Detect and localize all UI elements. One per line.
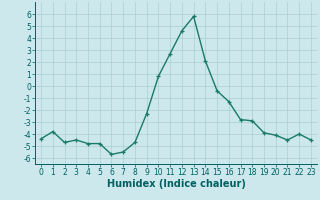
X-axis label: Humidex (Indice chaleur): Humidex (Indice chaleur) xyxy=(107,179,245,189)
